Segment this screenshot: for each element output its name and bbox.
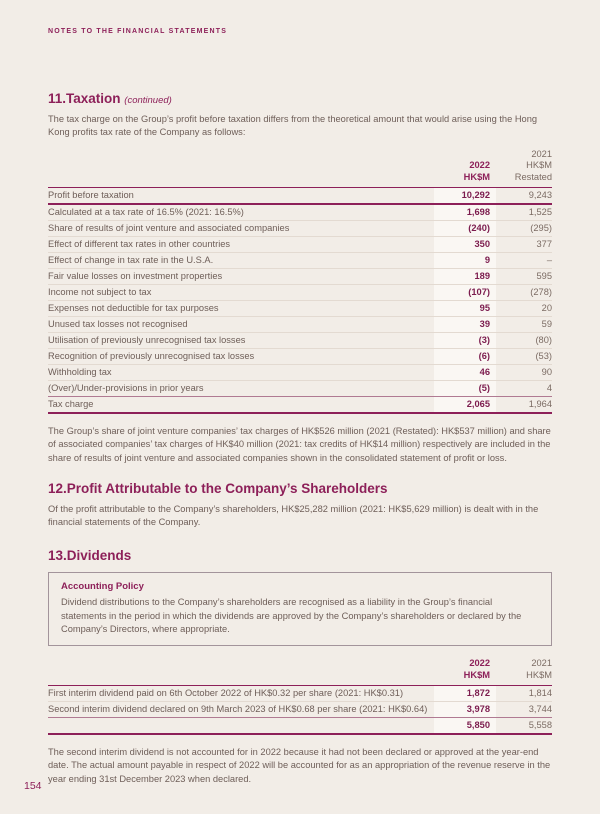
section-13-heading: 13.Dividends <box>48 547 132 563</box>
dividends-total-row: 5,850 5,558 <box>48 716 552 735</box>
section-11-title: 11.Taxation <box>48 91 121 106</box>
table-row: Income not subject to tax (107) (278) <box>48 284 552 301</box>
section-11-intro: The tax charge on the Group’s profit bef… <box>48 113 538 138</box>
table-row: Withholding tax 46 90 <box>48 364 552 381</box>
table-row: Share of results of joint venture and as… <box>48 220 552 237</box>
accounting-policy-box: Accounting Policy Dividend distributions… <box>48 572 552 647</box>
table-row: First interim dividend paid on 6th Octob… <box>48 685 552 702</box>
taxation-table: 2022 HK$M 2021 HK$M Restated Profit befo… <box>48 149 552 414</box>
table-row: Utilisation of previously unrecognised t… <box>48 332 552 349</box>
table-row: Unused tax losses not recognised 39 59 <box>48 316 552 333</box>
taxation-table-header: 2022 HK$M 2021 HK$M Restated <box>48 149 552 188</box>
running-header: NOTES TO THE FINANCIAL STATEMENTS <box>48 28 228 35</box>
section-11-heading: 11.Taxation (continued) <box>48 91 552 107</box>
section-11-continued: (continued) <box>124 95 172 106</box>
table-row: Recognition of previously unrecognised t… <box>48 348 552 365</box>
table-row: Expenses not deductible for tax purposes… <box>48 300 552 317</box>
page-number: 154 <box>24 780 42 792</box>
table-row: Calculated at a tax rate of 16.5% (2021:… <box>48 204 552 221</box>
column-header-2021: 2021 HK$M Restated <box>514 148 552 183</box>
section-12-body: Of the profit attributable to the Compan… <box>48 503 539 528</box>
table-row: (Over)/Under-provisions in prior years (… <box>48 380 552 396</box>
dividends-table-header: 2022 HK$M 2021 HK$M <box>48 658 552 686</box>
section-12-heading: 12.Profit Attributable to the Company’s … <box>48 481 388 497</box>
table-row: Profit before taxation 10,292 9,243 <box>48 187 552 205</box>
section-13-footnote: The second interim dividend is not accou… <box>48 746 551 784</box>
table-row: Fair value losses on investment properti… <box>48 268 552 285</box>
table-row: Effect of change in tax rate in the U.S.… <box>48 252 552 269</box>
column-header-2022: 2022 HK$M <box>463 160 490 183</box>
tax-charge-total-row: Tax charge 2,065 1,964 <box>48 395 552 414</box>
accounting-policy-title: Accounting Policy <box>61 581 144 593</box>
accounting-policy-body: Dividend distributions to the Company’s … <box>61 597 522 634</box>
column-header-2021: 2021 HK$M <box>526 658 552 681</box>
dividends-table-body: First interim dividend paid on 6th Octob… <box>48 685 552 717</box>
table-row: Second interim dividend declared on 9th … <box>48 701 552 717</box>
taxation-table-body: Calculated at a tax rate of 16.5% (2021:… <box>48 204 552 396</box>
table-row: Effect of different tax rates in other c… <box>48 236 552 253</box>
section-11-footnote: The Group’s share of joint venture compa… <box>48 425 551 463</box>
dividends-table: 2022 HK$M 2021 HK$M First interim divide… <box>48 658 552 735</box>
column-header-2022: 2022 HK$M <box>463 658 490 681</box>
